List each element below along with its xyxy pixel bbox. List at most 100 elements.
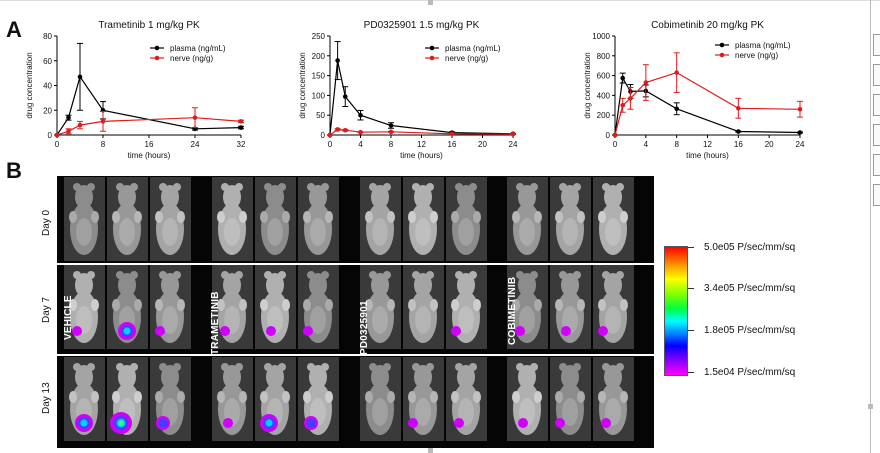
mouse-forelimb bbox=[473, 211, 481, 223]
colorbar-label-2: 3.4e05 P/sec/mm/sq bbox=[704, 283, 796, 294]
mouse-forelimb bbox=[260, 211, 268, 223]
legend-label: nerve (ng/g) bbox=[445, 54, 488, 63]
y-tick-label: 0 bbox=[321, 131, 326, 140]
mouse-forelimb bbox=[387, 299, 395, 311]
bioluminescence-signal bbox=[72, 326, 82, 336]
mouse-image bbox=[403, 177, 444, 261]
data-point bbox=[736, 129, 741, 134]
mouse-highlight bbox=[372, 218, 388, 246]
mouse-forelimb bbox=[555, 211, 563, 223]
mouse-head bbox=[75, 185, 93, 209]
mouse-forelimb bbox=[620, 391, 628, 403]
resize-handle-top[interactable] bbox=[428, 0, 433, 5]
mouse-forelimb bbox=[325, 391, 333, 403]
side-tab[interactable] bbox=[873, 94, 880, 116]
mouse-image bbox=[550, 357, 591, 441]
legend-marker bbox=[154, 45, 160, 51]
y-tick-label: 1000 bbox=[592, 32, 610, 41]
mouse-head bbox=[118, 273, 136, 297]
mouse-panel bbox=[403, 265, 444, 349]
mouse-body bbox=[366, 383, 394, 435]
mouse-body bbox=[409, 291, 437, 343]
mouse-highlight bbox=[415, 218, 431, 246]
side-tab[interactable] bbox=[873, 184, 880, 206]
mouse-image bbox=[550, 265, 591, 349]
mouse-ear bbox=[383, 271, 391, 279]
mouse-forelimb bbox=[112, 391, 120, 403]
mouse-ear bbox=[602, 183, 610, 191]
mouse-panel bbox=[150, 177, 191, 261]
side-tab[interactable] bbox=[873, 124, 880, 146]
mouse-head bbox=[561, 185, 579, 209]
mouse-panel bbox=[360, 177, 401, 261]
mouse-ear bbox=[278, 363, 286, 371]
group-label-cobimetinib: COBIMETINIB bbox=[507, 276, 518, 345]
mouse-forelimb bbox=[134, 211, 142, 223]
legend-marker bbox=[429, 55, 435, 61]
mouse-highlight bbox=[224, 218, 240, 246]
mouse-image bbox=[403, 265, 444, 349]
colorbar-tick bbox=[688, 372, 694, 373]
mouse-panel bbox=[150, 265, 191, 349]
x-axis-label: time (hours) bbox=[686, 151, 729, 160]
bioluminescence-signal bbox=[515, 326, 525, 336]
chart-title: PD0325901 1.5 mg/kg PK bbox=[364, 20, 480, 31]
mouse-panel bbox=[107, 265, 148, 349]
mouse-ear bbox=[235, 183, 243, 191]
bioluminescence-signal bbox=[265, 419, 273, 427]
mouse-ear bbox=[321, 183, 329, 191]
data-point bbox=[797, 130, 803, 135]
data-point bbox=[342, 94, 348, 99]
mouse-head bbox=[561, 365, 579, 389]
mouse-ear bbox=[159, 363, 167, 371]
mouse-forelimb bbox=[577, 299, 585, 311]
mouse-head bbox=[309, 185, 327, 209]
mouse-ear bbox=[369, 271, 377, 279]
mouse-ear bbox=[469, 183, 477, 191]
x-tick-label: 0 bbox=[613, 140, 618, 149]
mouse-forelimb bbox=[451, 391, 459, 403]
side-tab[interactable] bbox=[873, 154, 880, 176]
side-tab[interactable] bbox=[873, 34, 880, 56]
mouse-head bbox=[266, 365, 284, 389]
mouse-head bbox=[161, 273, 179, 297]
mouse-ear bbox=[412, 183, 420, 191]
mouse-body bbox=[366, 291, 394, 343]
mouse-ear bbox=[221, 271, 229, 279]
data-point bbox=[192, 115, 198, 120]
mouse-forelimb bbox=[430, 391, 438, 403]
legend-label: plasma (ng/mL) bbox=[735, 41, 791, 50]
mouse-body bbox=[261, 203, 289, 255]
mouse-body bbox=[156, 203, 184, 255]
mouse-panel bbox=[212, 357, 253, 441]
mouse-image bbox=[593, 357, 634, 441]
data-point bbox=[77, 74, 83, 80]
resize-handle-bottom[interactable] bbox=[428, 448, 433, 453]
mouse-forelimb bbox=[325, 299, 333, 311]
mouse-image bbox=[298, 357, 339, 441]
side-tab[interactable] bbox=[873, 64, 880, 86]
x-tick-label: 16 bbox=[448, 140, 457, 149]
mouse-body bbox=[513, 203, 541, 255]
x-axis-label: time (hours) bbox=[400, 151, 443, 160]
resize-handle-right[interactable] bbox=[868, 404, 873, 409]
mouse-forelimb bbox=[303, 211, 311, 223]
y-tick-label: 0 bbox=[48, 131, 53, 140]
mouse-forelimb bbox=[555, 299, 563, 311]
mouse-ear bbox=[235, 363, 243, 371]
mouse-highlight bbox=[519, 218, 535, 246]
data-point bbox=[643, 80, 649, 85]
mouse-highlight bbox=[267, 218, 283, 246]
x-tick-label: 24 bbox=[509, 140, 518, 149]
mouse-ear bbox=[235, 271, 243, 279]
mouse-ear bbox=[602, 271, 610, 279]
mouse-forelimb bbox=[155, 391, 163, 403]
bioluminescence-signal bbox=[561, 326, 571, 336]
series-line bbox=[614, 76, 801, 136]
mouse-forelimb bbox=[387, 211, 395, 223]
mouse-image bbox=[446, 357, 487, 441]
chart-title: Cobimetinib 20 mg/kg PK bbox=[651, 20, 764, 31]
y-tick-label: 50 bbox=[316, 111, 325, 120]
mouse-head bbox=[223, 185, 241, 209]
x-tick-label: 16 bbox=[734, 140, 743, 149]
